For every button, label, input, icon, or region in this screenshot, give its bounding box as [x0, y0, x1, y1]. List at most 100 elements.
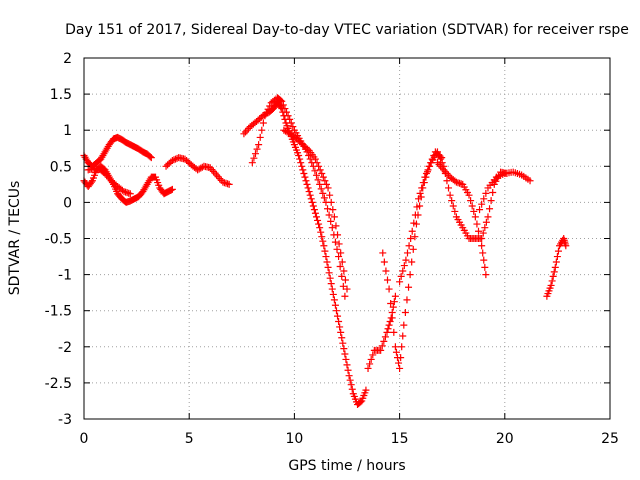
data-point — [277, 96, 285, 104]
data-point — [301, 173, 309, 181]
data-point — [443, 177, 451, 185]
data-point — [410, 219, 418, 227]
data-point — [367, 355, 375, 363]
data-point — [366, 360, 374, 368]
data-point — [343, 285, 351, 293]
data-point — [478, 200, 486, 208]
data-point — [418, 184, 426, 192]
data-point — [313, 159, 321, 167]
data-point — [316, 224, 324, 232]
data-point — [380, 337, 388, 345]
data-point — [411, 233, 419, 241]
data-point — [87, 178, 95, 186]
data-point — [328, 285, 336, 293]
data-point — [526, 177, 534, 185]
data-point — [400, 262, 408, 270]
x-axis-label: GPS time / hours — [288, 458, 405, 474]
data-point — [380, 258, 388, 266]
data-point — [401, 309, 409, 317]
data-point — [395, 359, 403, 367]
data-point — [297, 159, 305, 167]
data-point — [344, 366, 352, 374]
y-tick-label: 1.5 — [50, 87, 72, 103]
data-point — [325, 269, 333, 277]
data-point — [438, 164, 446, 172]
data-point — [480, 256, 488, 264]
data-point — [303, 180, 311, 188]
data-point — [386, 318, 394, 326]
data-point — [475, 227, 482, 235]
data-point — [482, 189, 490, 197]
data-point — [241, 128, 249, 136]
data-point — [324, 184, 332, 192]
data-point — [322, 253, 330, 261]
data-point — [319, 189, 327, 197]
data-point — [468, 202, 476, 210]
x-tick-label: 25 — [601, 431, 619, 447]
data-point — [473, 220, 481, 228]
data-point — [146, 153, 154, 161]
data-point — [339, 282, 347, 290]
data-point — [320, 242, 328, 250]
x-tick-label: 20 — [496, 431, 514, 447]
data-point — [487, 197, 495, 205]
data-point — [408, 258, 416, 266]
data-point — [328, 224, 336, 232]
x-tick-label: 10 — [285, 431, 303, 447]
data-point — [467, 197, 475, 205]
data-point — [445, 171, 453, 179]
data-point — [321, 247, 329, 255]
data-point — [435, 151, 443, 159]
data-point — [304, 145, 312, 153]
data-point — [405, 283, 413, 291]
data-point — [307, 195, 315, 203]
data-point — [362, 386, 370, 394]
y-tick-label: 0 — [63, 195, 72, 211]
data-point — [379, 249, 387, 257]
data-point — [390, 328, 398, 336]
data-point — [396, 364, 404, 372]
data-point — [319, 237, 327, 245]
data-point — [479, 229, 487, 237]
data-point — [400, 321, 408, 329]
data-point — [384, 325, 392, 333]
data-point — [335, 253, 343, 261]
data-point — [253, 145, 261, 153]
data-point — [261, 112, 269, 120]
data-point — [310, 206, 318, 214]
data-point — [448, 197, 456, 205]
data-point — [314, 216, 322, 224]
x-tick-label: 0 — [80, 431, 89, 447]
data-point — [329, 206, 337, 214]
data-point — [381, 333, 389, 341]
data-point — [197, 164, 205, 172]
series-track12 — [476, 168, 534, 214]
y-axis-label: SDTVAR / TECUs — [7, 181, 23, 296]
data-point — [240, 130, 248, 138]
data-point — [449, 202, 457, 210]
y-tick-label: 0.5 — [50, 159, 72, 175]
data-point — [337, 249, 345, 257]
y-tick-label: 2 — [63, 51, 72, 67]
data-point — [384, 276, 392, 284]
axis-ticks: 0 5 10 15 20 25 -3 -2.5 -2 -1.5 -1 -0.5 0 0.5 1 1.5 2 — [45, 51, 619, 447]
data-point — [378, 342, 386, 350]
series-track4 — [162, 154, 233, 188]
data-point — [330, 296, 338, 304]
data-point — [480, 195, 488, 203]
data-point — [147, 154, 155, 162]
data-point — [330, 213, 338, 221]
data-point — [321, 177, 329, 185]
data-point — [338, 334, 346, 342]
data-point — [470, 207, 478, 215]
data-point — [481, 263, 489, 271]
data-point — [316, 180, 324, 188]
data-point — [424, 166, 432, 174]
y-tick-label: 1 — [63, 123, 72, 139]
data-point — [264, 105, 272, 113]
data-point — [324, 263, 332, 271]
data-point — [440, 166, 448, 174]
data-point — [298, 162, 306, 170]
data-point — [318, 170, 326, 178]
data-point — [549, 272, 557, 280]
